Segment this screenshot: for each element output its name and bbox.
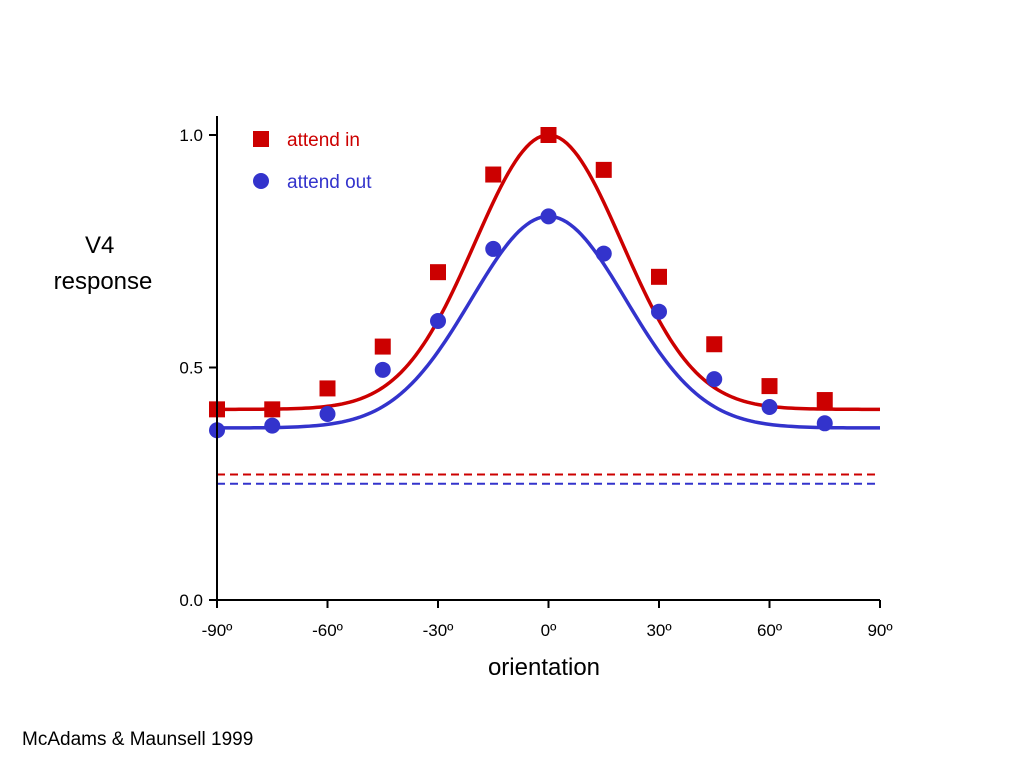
y-tick-label: 0.0 xyxy=(179,591,203,610)
attend-out-point xyxy=(374,361,391,378)
attend-in-point xyxy=(706,336,723,353)
attend-in-point xyxy=(430,264,446,281)
attend-out-legend-marker xyxy=(253,173,269,189)
attend-out-fit-curve xyxy=(216,214,881,430)
attend-in-point xyxy=(319,380,336,397)
attend-out-point xyxy=(651,303,667,320)
x-tick-label: 30º xyxy=(646,621,671,640)
attend-out-point xyxy=(761,399,778,416)
y-axis-title: V4 response xyxy=(54,232,153,295)
attend-in-legend-label: attend in xyxy=(287,130,360,151)
citation: McAdams & Maunsell 1999 xyxy=(22,729,254,750)
legend: attend in attend out xyxy=(253,130,372,193)
x-tick-label: 90º xyxy=(867,621,892,640)
x-tick-label: -90º xyxy=(202,621,233,640)
attend-in-point xyxy=(595,161,612,178)
attend-in-point xyxy=(651,268,667,285)
attend-in-point xyxy=(485,166,502,183)
attend-in-point xyxy=(264,401,281,418)
y-tick-label: 0.5 xyxy=(179,359,203,378)
attend-in-point xyxy=(761,378,778,395)
y-axis-title-line-1: V4 xyxy=(85,232,114,259)
y-tick-label: 1.0 xyxy=(179,126,203,145)
attend-out-point xyxy=(430,313,446,329)
spontaneous-baselines xyxy=(217,473,880,485)
axes: -90º -60º -30º 0º 30º 60º 90º 0.0 0.5 1.0 xyxy=(179,116,893,640)
attend-in-point xyxy=(374,338,391,355)
x-tick-label: 60º xyxy=(757,621,782,640)
x-axis-title: orientation xyxy=(488,654,600,681)
y-axis-title-line-2: response xyxy=(54,268,153,295)
x-tick-label: -60º xyxy=(312,621,343,640)
attend-out-legend-label: attend out xyxy=(287,172,372,193)
attend-in-point xyxy=(540,127,557,143)
x-tick-label: -30º xyxy=(423,621,454,640)
data-points xyxy=(209,127,833,439)
attend-in-legend-marker xyxy=(253,131,269,147)
attend-out-point xyxy=(485,240,502,257)
attend-out-point xyxy=(816,415,833,432)
attend-out-point xyxy=(319,406,336,422)
attend-out-point xyxy=(706,371,723,388)
attend-out-point xyxy=(540,208,557,225)
attend-in-point xyxy=(816,392,833,409)
attend-out-point xyxy=(264,417,281,434)
attend-out-point xyxy=(595,245,612,262)
x-tick-label: 0º xyxy=(541,621,557,640)
